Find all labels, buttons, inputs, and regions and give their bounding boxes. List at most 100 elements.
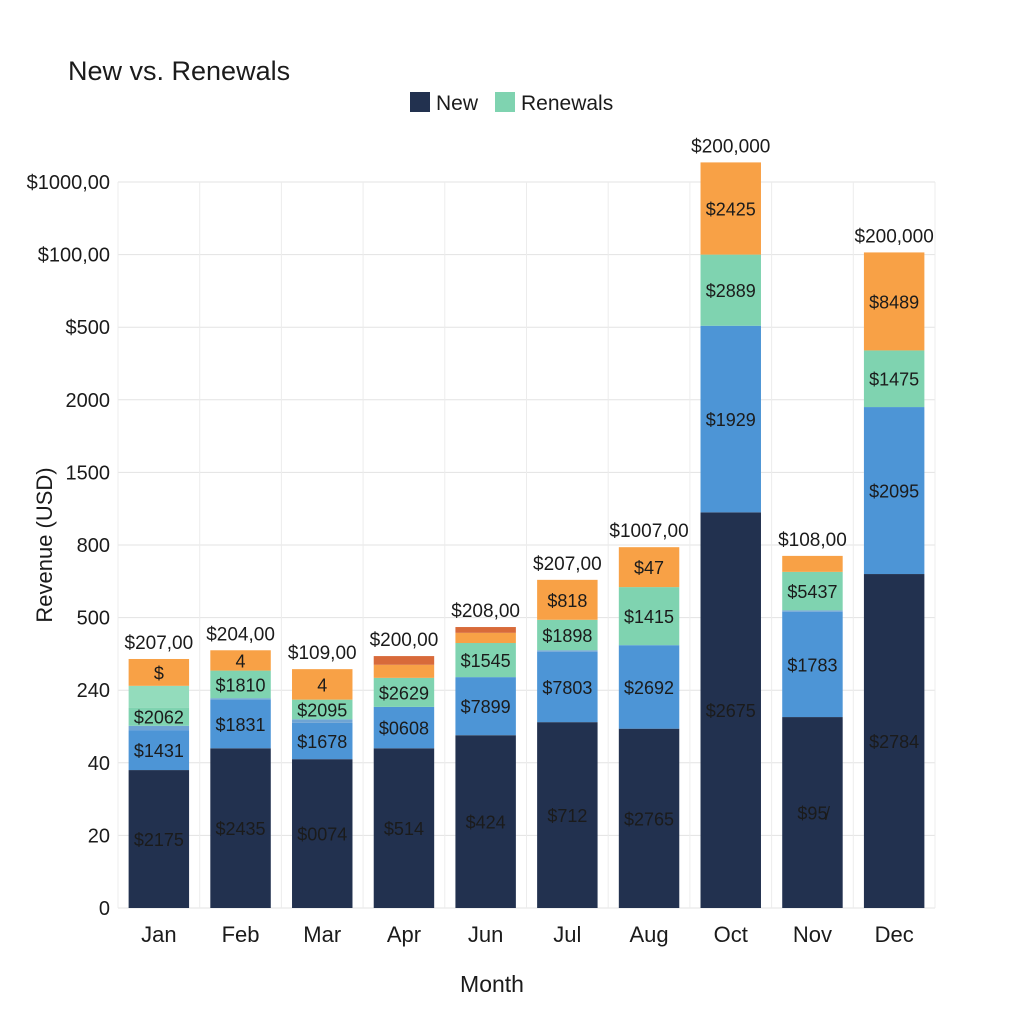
bar-segment xyxy=(292,719,353,723)
bar-segment xyxy=(455,627,516,633)
y-axis-label: Revenue (USD) xyxy=(32,467,57,622)
segment-label: $47 xyxy=(634,558,664,578)
bar-total-label: $200,000 xyxy=(855,226,934,247)
bar-total-label: $200,00 xyxy=(370,630,439,651)
segment-label: $2425 xyxy=(706,199,756,219)
segment-label: $1783 xyxy=(787,655,837,675)
segment-label: $1475 xyxy=(869,370,919,390)
bar-segment xyxy=(618,587,680,646)
bar-segment xyxy=(782,555,843,572)
y-tick-label: 800 xyxy=(77,535,110,557)
bar-total-label: $200,000 xyxy=(691,136,770,157)
chart-title: New vs. Renewals xyxy=(68,56,290,86)
bar-segment xyxy=(210,670,271,699)
segment-label: $0608 xyxy=(379,719,429,739)
bar-segment xyxy=(373,706,435,749)
bar-segment xyxy=(537,619,598,651)
y-axis-ticks: 0 20 40 240 500 800 1500 2000 $500 $100,00 $1000,0… xyxy=(27,172,110,920)
segment-label: 4 xyxy=(236,651,246,671)
segment-label: $2095 xyxy=(869,482,919,502)
bar-segment xyxy=(782,717,843,908)
bar-segment xyxy=(292,759,353,908)
legend-label-new: New xyxy=(436,92,479,115)
segment-label: $1929 xyxy=(706,410,756,430)
y-tick-label: $500 xyxy=(66,317,111,339)
segment-label: $2784 xyxy=(869,732,919,752)
bar-segment xyxy=(782,611,843,718)
segment-label: $2675 xyxy=(706,701,756,721)
bar-total-label: $108,00 xyxy=(778,530,847,551)
bar-segment xyxy=(863,252,925,351)
bar-total-label: $204,00 xyxy=(206,624,275,645)
segment-label: $2175 xyxy=(134,830,184,850)
bar-segment xyxy=(537,722,598,908)
segment-label: $2889 xyxy=(706,281,756,301)
x-tick-label: Jan xyxy=(141,922,176,947)
segment-label: $2095 xyxy=(297,700,347,720)
bar-segment xyxy=(292,699,353,720)
segment-label: $424 xyxy=(466,813,506,833)
bar-segment xyxy=(373,664,435,678)
x-tick-label: Jul xyxy=(553,922,581,947)
bar-segment xyxy=(292,669,353,700)
segment-label: $1431 xyxy=(134,741,184,761)
segment-label: $2062 xyxy=(134,708,184,728)
bar-segment xyxy=(700,325,761,513)
x-tick-label: Nov xyxy=(793,922,832,947)
bar-segment xyxy=(700,162,761,255)
segment-label: $2629 xyxy=(379,683,429,703)
x-tick-label: Aug xyxy=(629,922,668,947)
segment-label: $0074 xyxy=(297,825,347,845)
y-tick-label: 20 xyxy=(88,825,110,847)
segment-label: $1831 xyxy=(216,715,266,735)
segment-label: $712 xyxy=(547,806,587,826)
bar-segment xyxy=(863,574,925,908)
bar-segment xyxy=(128,707,190,726)
bar-segment xyxy=(782,610,843,612)
y-tick-label: 500 xyxy=(77,608,110,630)
x-tick-label: Oct xyxy=(714,922,748,947)
segment-label: $8489 xyxy=(869,292,919,312)
segment-label: $5437 xyxy=(787,582,837,602)
bar-segment xyxy=(863,350,925,408)
segment-label: $7803 xyxy=(542,678,592,698)
segment-label: $1898 xyxy=(542,626,592,646)
bar-segment xyxy=(537,579,598,620)
bar-segment xyxy=(128,725,190,731)
bar-segment xyxy=(128,685,190,708)
bar-segment xyxy=(700,254,761,326)
bar-segment xyxy=(128,770,190,908)
bar-total-label: $207,00 xyxy=(125,633,194,654)
y-tick-label: 240 xyxy=(77,680,110,702)
segment-label: $1545 xyxy=(461,651,511,671)
bar-segment xyxy=(210,699,271,749)
x-tick-label: Apr xyxy=(387,922,421,947)
bar-segment xyxy=(455,735,516,908)
legend-swatch-new xyxy=(410,92,430,112)
bar-segment xyxy=(210,650,271,671)
x-tick-label: Jun xyxy=(468,922,503,947)
bar-segment xyxy=(455,677,516,736)
bar-total-label: $1007,00 xyxy=(609,521,688,542)
segment-label: $1415 xyxy=(624,607,674,627)
segment-label: $2765 xyxy=(624,809,674,829)
legend: New Renewals xyxy=(410,92,613,115)
bar-total-label: $207,00 xyxy=(533,554,602,575)
bar-total-label: $109,00 xyxy=(288,643,357,664)
segment-label: $514 xyxy=(384,819,424,839)
y-tick-label: 0 xyxy=(99,898,110,920)
bar-segment xyxy=(210,698,271,700)
bar-segment xyxy=(128,730,190,771)
segment-label: $1678 xyxy=(297,732,347,752)
legend-swatch-renewals xyxy=(495,92,515,112)
segment-label: 4 xyxy=(317,675,327,695)
bar-segment xyxy=(373,677,435,707)
bar-segment xyxy=(455,632,516,644)
x-axis-ticks: Jan Feb Mar Apr Jun Jul Aug Oct Nov Dec xyxy=(141,922,914,947)
bar-segment xyxy=(373,748,435,908)
x-axis-label: Month xyxy=(460,971,524,997)
bar-segment xyxy=(618,547,680,588)
y-tick-label: $100,00 xyxy=(38,245,110,267)
